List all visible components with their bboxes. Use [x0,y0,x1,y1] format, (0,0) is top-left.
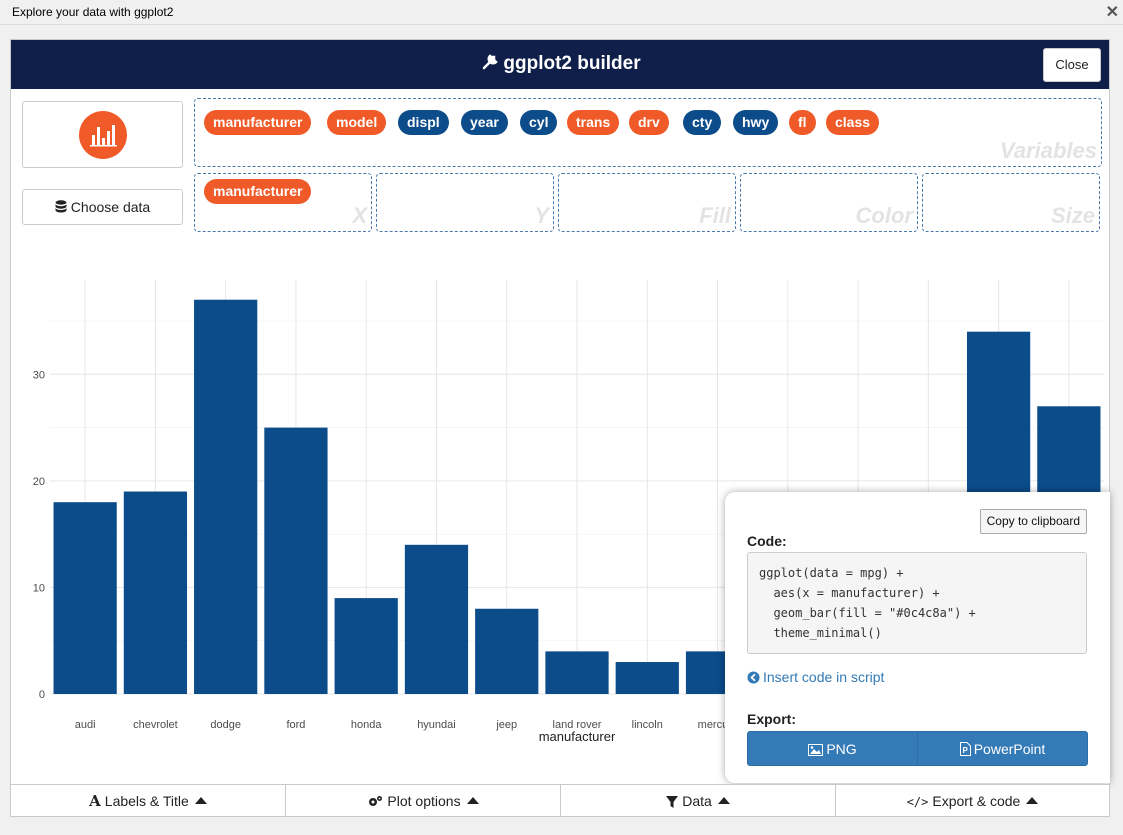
caret-up-icon [466,797,479,804]
image-icon [808,744,824,756]
tab-data-label: Data [682,793,712,809]
x-dropzone[interactable]: manufacturer X [194,173,372,232]
bar [475,608,539,694]
variables-dropzone[interactable]: manufacturer model displ year cyl trans … [194,98,1102,167]
variable-class[interactable]: class [826,110,880,135]
code-block[interactable]: ggplot(data = mpg) + aes(x = manufacture… [747,552,1087,654]
export-powerpoint-label: PowerPoint [973,741,1046,757]
y-tick-label: 10 [33,582,45,594]
copy-to-clipboard-button[interactable]: Copy to clipboard [979,509,1087,534]
y-dropzone[interactable]: Y [376,173,554,232]
variable-manufacturer[interactable]: manufacturer [204,110,312,135]
addin-dialog: ggplot2 builder Close Choose data manufa… [10,39,1110,817]
variable-fl[interactable]: fl [789,110,816,135]
x-tick-label: jeep [495,719,517,731]
choose-data-label: Choose data [70,199,151,215]
tab-labels-title[interactable]: A Labels & Title [10,784,286,817]
tab-export-code-label: Export & code [932,793,1021,809]
size-zone-label: Size [1050,203,1095,228]
size-dropzone[interactable]: Size [922,173,1100,232]
code-line: aes(x = manufacturer) + [759,586,940,600]
caret-up-icon [194,797,207,804]
bar [264,427,328,694]
color-zone-label: Color [855,203,913,228]
code-title: Code: [747,533,787,549]
gears-icon [367,787,383,819]
variable-hwy[interactable]: hwy [733,110,779,135]
bar [545,651,609,694]
header-bar: ggplot2 builder Close [11,40,1109,89]
y-tick-label: 30 [33,369,45,381]
x-tick-label: ford [286,719,305,731]
tab-plot-options-label: Plot options [387,793,461,809]
window-title: Explore your data with ggplot2 [12,5,174,19]
svg-text:P: P [962,746,968,755]
x-tick-label: hyundai [417,719,456,731]
x-tick-label: land rover [553,719,602,731]
variable-year[interactable]: year [461,110,508,135]
tab-labels-title-label: Labels & Title [104,793,189,809]
tab-plot-options[interactable]: Plot options [285,784,561,817]
bar [194,299,258,694]
export-png-label: PNG [826,741,857,757]
arrow-circle-left-icon [747,671,760,684]
y-zone-label: Y [534,203,549,228]
export-png-button[interactable]: PNG [747,731,918,766]
variable-model[interactable]: model [327,110,387,135]
database-icon [55,200,67,213]
bar [53,502,117,694]
x-tick-label: audi [75,719,96,731]
caret-up-icon [1026,797,1039,804]
window-titlebar: Explore your data with ggplot2 ✕ [0,0,1123,25]
variable-displ[interactable]: displ [398,110,449,135]
x-tick-label: dodge [210,719,241,731]
fill-zone-label: Fill [699,203,731,228]
code-icon: </> [906,795,929,809]
x-tick-label: lincoln [632,719,663,731]
bar [615,662,679,694]
tab-data[interactable]: Data [560,784,836,817]
y-tick-label: 20 [33,476,45,488]
choose-data-button[interactable]: Choose data [22,189,183,225]
bar [334,598,398,694]
font-icon: A [89,792,101,810]
export-powerpoint-button[interactable]: P PowerPoint [917,731,1088,766]
close-button[interactable]: Close [1043,48,1101,82]
variable-cty[interactable]: cty [683,110,722,135]
insert-code-link[interactable]: Insert code in script [747,669,884,685]
insert-code-label: Insert code in script [763,669,885,685]
color-dropzone[interactable]: Color [740,173,918,232]
x-assigned-variable[interactable]: manufacturer [204,179,312,204]
x-zone-label: X [352,203,367,228]
bar [404,544,469,694]
x-axis-title: manufacturer [539,729,616,744]
bar-chart-icon [90,125,117,147]
code-line: theme_minimal() [759,626,882,640]
fill-dropzone[interactable]: Fill [558,173,736,232]
variable-trans[interactable]: trans [567,110,620,135]
filter-icon [666,787,679,819]
bottom-toolbar: A Labels & Title Plot options Data </> Exp… [10,784,1110,817]
x-tick-label: honda [351,719,382,731]
export-title: Export: [747,711,796,727]
code-panel: Copy to clipboard Code: ggplot(data = mp… [725,492,1110,783]
bar [123,491,188,694]
wrench-icon [483,54,499,70]
bar-geom-icon[interactable] [79,111,127,159]
variable-cyl[interactable]: cyl [520,110,558,135]
code-line: geom_bar(fill = "#0c4c8a") + [759,606,976,620]
y-tick-label: 0 [39,689,45,701]
tab-export-code[interactable]: </> Export & code [835,784,1110,817]
page-title: ggplot2 builder [11,53,1109,75]
variable-drv[interactable]: drv [629,110,669,135]
header-title-text: ggplot2 builder [503,53,641,74]
caret-up-icon [717,797,730,804]
file-powerpoint-icon: P [959,742,971,756]
x-tick-label: chevrolet [133,719,178,731]
variables-zone-label: Variables [999,138,1097,163]
window-close-icon[interactable]: ✕ [1105,4,1119,21]
code-line: ggplot(data = mpg) + [759,566,904,580]
geom-selector[interactable] [22,101,183,168]
